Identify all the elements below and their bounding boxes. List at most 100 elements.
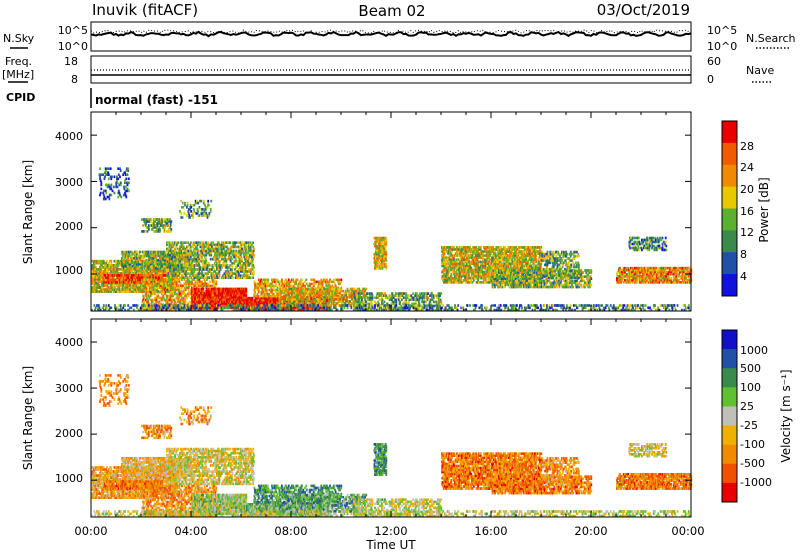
noise-panel: 10^5 10^0 10^5 10^0 N.Sky N.Search [3,21,796,53]
data-cell [214,262,217,265]
data-cell [182,296,185,300]
data-cell [212,280,215,284]
data-cell [176,280,179,283]
data-cell [245,287,248,291]
data-cell [142,308,145,312]
data-cell [189,296,192,300]
data-cell [96,288,98,291]
data-cell [205,241,208,244]
data-cell [152,292,155,296]
data-cell [212,296,215,299]
data-cell [204,243,207,247]
data-cell [167,247,170,251]
data-cell [220,291,223,295]
data-cell [126,284,128,287]
data-cell [144,267,147,270]
data-cell [194,268,197,271]
data-cell [99,286,101,289]
data-cell [193,243,196,247]
data-cell [91,276,93,279]
data-cell [217,249,220,253]
data-cell [242,296,245,300]
data-cell [115,261,118,265]
data-cell [193,287,196,291]
data-cell [107,270,110,273]
data-cell [211,280,214,284]
data-cell [190,268,193,271]
data-cell [184,268,187,271]
data-cell [134,278,136,282]
data-cell [154,261,156,264]
data-cell [245,247,248,251]
data-cell [157,280,160,284]
data-cell [176,262,178,265]
data-cell [191,270,194,273]
data-cell [217,266,220,269]
data-cell [139,261,142,264]
data-cell [199,287,201,291]
data-cell [198,294,201,297]
data-cell [158,250,161,254]
data-cell [181,268,183,271]
data-cell [98,270,101,273]
data-cell [166,298,168,302]
data-cell [251,268,254,271]
data-cell [161,276,163,279]
data-cell [102,272,105,275]
data-cell [194,287,197,291]
data-cell [106,264,109,267]
data-cell [143,290,146,293]
data-cell [128,270,131,273]
data-cell [190,276,193,279]
data-cell [189,264,192,267]
data-cell [219,245,221,249]
data-cell [197,274,200,277]
data-cell [152,274,155,277]
data-cell [169,290,172,294]
data-cell [144,290,147,293]
data-cell [139,272,141,275]
data-cell [195,257,198,261]
data-cell [231,296,233,299]
data-cell [180,249,183,253]
data-cell [224,245,227,249]
data-cell [142,306,145,310]
data-cell [168,296,171,300]
data-cell [176,274,178,277]
data-cell [178,278,181,281]
data-cell [237,241,240,244]
data-cell [204,296,206,299]
data-cell [238,276,241,279]
data-cell [186,253,189,257]
data-cell [157,270,160,273]
data-cell [204,302,207,305]
data-cell [166,294,169,298]
nave-tick-bottom: 0 [707,73,714,86]
data-cell [189,290,191,294]
data-cell [234,257,237,261]
data-cell [237,302,240,305]
data-cell [221,257,223,261]
data-cell [172,290,175,294]
data-cell [207,249,210,253]
data-cell [216,272,218,275]
data-cell [145,288,148,292]
data-cell [244,251,246,255]
data-cell [116,261,119,265]
data-cell [217,251,220,255]
data-cell [220,253,223,257]
data-cell [214,253,216,257]
data-cell [106,286,109,289]
data-cell [245,294,248,297]
data-cell [181,274,184,277]
data-cell [206,264,209,267]
data-cell [138,270,141,273]
data-cell [131,256,134,260]
data-cell [207,289,210,293]
data-cell [115,278,118,282]
data-cell [174,270,176,273]
data-cell [224,243,226,247]
data-cell [206,282,208,286]
data-cell [145,278,148,281]
data-cell [184,255,187,259]
